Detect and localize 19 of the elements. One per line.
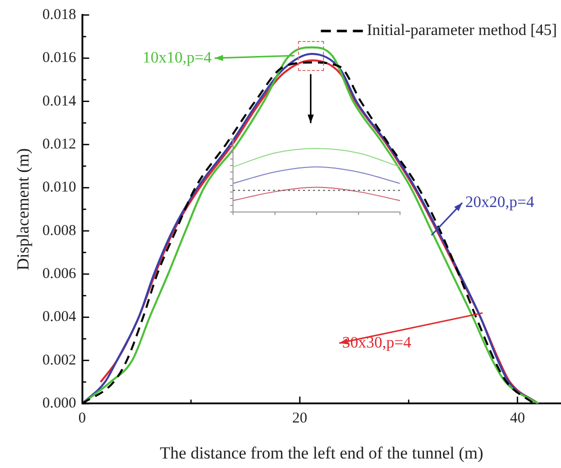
y-tick-label: 0.014: [42, 93, 77, 110]
y-tick-label: 0.016: [42, 50, 77, 66]
y-tick-label: 0.000: [42, 396, 76, 412]
x-tick-label: 0: [78, 410, 86, 427]
x-tick-label: 20: [292, 410, 308, 427]
y-tick-label: 0.002: [42, 352, 76, 368]
y-tick-label: 0.008: [42, 222, 76, 239]
y-tick-label: 0.006: [42, 266, 77, 282]
text: 10x10,p=4: [142, 49, 212, 66]
legend-label: Initial-parameter method [45]: [366, 22, 557, 40]
legend-label: 20x20,p=4: [465, 194, 534, 212]
x-tick-label: 40: [510, 410, 525, 427]
y-tick-label: 0.012: [42, 136, 76, 152]
y-tick-label: 0.004: [42, 309, 77, 326]
y-tick-label: 0.010: [42, 180, 76, 196]
y-tick-label: 0.018: [42, 6, 76, 23]
legend-label: 30x30,p=4: [342, 334, 412, 352]
y-axis-title: Displacement (m): [14, 148, 33, 270]
x-axis-title: The distance from the left end of the tunnel (m): [160, 443, 484, 462]
